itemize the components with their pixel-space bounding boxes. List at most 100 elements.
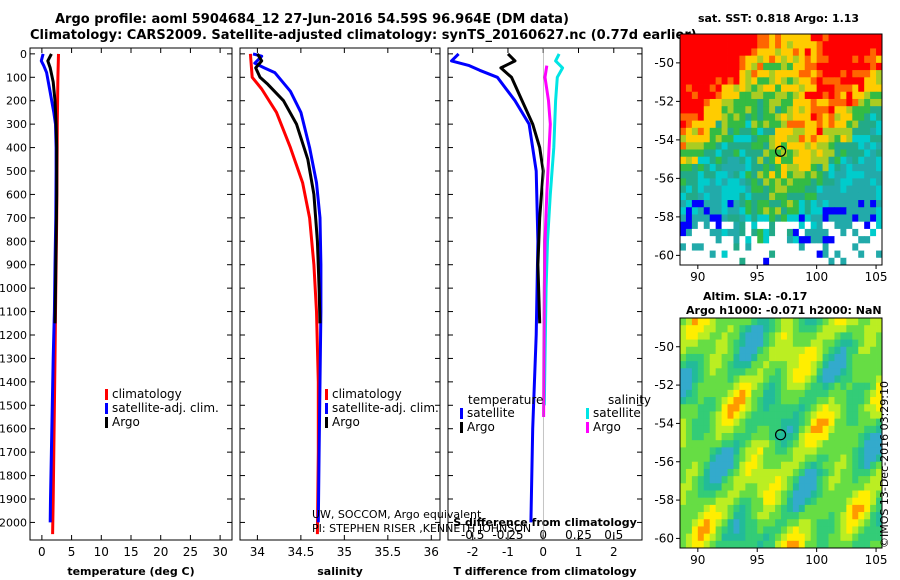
map-cell bbox=[816, 540, 823, 549]
map-cell bbox=[781, 257, 788, 266]
map-cell bbox=[816, 404, 823, 412]
map-cell bbox=[828, 48, 835, 57]
map-cell bbox=[786, 325, 794, 333]
map-cell bbox=[858, 113, 865, 122]
map-cell bbox=[751, 91, 758, 100]
map-cell bbox=[697, 368, 705, 376]
map-cell bbox=[763, 156, 770, 165]
map-cell bbox=[798, 228, 806, 237]
map-cell bbox=[822, 91, 829, 100]
map-cell bbox=[727, 91, 734, 100]
map-cell bbox=[775, 236, 782, 244]
map-cell bbox=[733, 257, 740, 266]
map-cell bbox=[763, 397, 770, 405]
map-cell bbox=[786, 512, 794, 520]
map-cell bbox=[828, 318, 835, 326]
map-cell bbox=[804, 142, 812, 150]
map-cell bbox=[697, 127, 705, 136]
map-cell bbox=[840, 84, 847, 93]
map-cell bbox=[680, 98, 687, 107]
map-cell bbox=[697, 490, 705, 499]
map-cell bbox=[715, 34, 722, 42]
map-cell bbox=[763, 361, 770, 369]
map-cell bbox=[685, 418, 693, 427]
map-cell bbox=[852, 192, 859, 201]
map-cell bbox=[757, 185, 764, 194]
map-cell bbox=[804, 504, 812, 513]
map-cell bbox=[781, 127, 788, 136]
map-cell bbox=[751, 318, 758, 326]
map-cell bbox=[733, 156, 740, 165]
map-y-tick-label: -60 bbox=[654, 531, 674, 545]
map-cell bbox=[715, 389, 722, 398]
map-cell bbox=[709, 346, 717, 355]
map-cell bbox=[858, 221, 865, 230]
map-cell bbox=[870, 257, 877, 266]
map-cell bbox=[775, 142, 782, 150]
map-cell bbox=[786, 41, 794, 49]
map-cell bbox=[697, 149, 705, 158]
map-cell bbox=[816, 207, 823, 215]
map-cell bbox=[733, 404, 740, 412]
map-cell bbox=[751, 257, 758, 266]
map-cell bbox=[739, 185, 746, 194]
map-cell bbox=[739, 207, 746, 215]
map-cell bbox=[840, 512, 847, 520]
map-cell bbox=[858, 106, 865, 114]
map-cell bbox=[733, 113, 740, 122]
map-cell bbox=[727, 389, 734, 398]
map-cell bbox=[697, 120, 705, 129]
map-cell bbox=[810, 34, 818, 42]
map-cell bbox=[870, 368, 877, 376]
map-cell bbox=[864, 41, 871, 49]
map-cell bbox=[870, 171, 877, 179]
map-cell bbox=[864, 504, 871, 513]
map-cell bbox=[721, 411, 728, 420]
map-cell bbox=[751, 192, 758, 201]
map-cell bbox=[846, 163, 853, 172]
map-cell bbox=[804, 34, 812, 42]
map-cell bbox=[822, 389, 829, 398]
map-cell bbox=[786, 257, 794, 266]
map-cell bbox=[680, 504, 687, 513]
map-cell bbox=[769, 178, 776, 186]
map-cell bbox=[858, 533, 865, 542]
map-cell bbox=[816, 236, 823, 244]
map-cell bbox=[834, 454, 841, 463]
map-cell bbox=[685, 185, 693, 194]
map-cell bbox=[834, 236, 841, 244]
map-cell bbox=[876, 332, 883, 340]
map-cell bbox=[786, 214, 794, 223]
map-cell bbox=[816, 447, 823, 455]
map-cell bbox=[727, 526, 734, 535]
map-cell bbox=[691, 497, 699, 506]
map-cell bbox=[834, 404, 841, 412]
map-cell bbox=[685, 397, 693, 405]
map-cell bbox=[715, 171, 722, 179]
map-cell bbox=[828, 55, 835, 64]
map-cell bbox=[691, 113, 699, 122]
map-cell bbox=[781, 200, 788, 208]
map-cell bbox=[685, 156, 693, 165]
map-cell bbox=[680, 70, 687, 78]
map-cell bbox=[691, 192, 699, 201]
map-cell bbox=[680, 526, 687, 535]
map-cell bbox=[852, 120, 859, 129]
map-cell bbox=[697, 257, 705, 266]
map-cell bbox=[733, 207, 740, 215]
map-cell bbox=[792, 192, 800, 201]
map-cell bbox=[715, 440, 722, 448]
map-cell bbox=[697, 411, 705, 420]
legend-swatch bbox=[460, 408, 463, 419]
map-cell bbox=[810, 519, 818, 527]
map-cell bbox=[745, 533, 752, 542]
map-cell bbox=[828, 178, 835, 186]
map-cell bbox=[775, 404, 782, 412]
map-cell bbox=[751, 332, 758, 340]
map-cell bbox=[739, 142, 746, 150]
map-cell bbox=[751, 250, 758, 259]
map-y-tick-label: -54 bbox=[654, 133, 674, 147]
map-cell bbox=[745, 48, 752, 57]
map-cell bbox=[757, 120, 764, 129]
map-cell bbox=[757, 214, 764, 223]
